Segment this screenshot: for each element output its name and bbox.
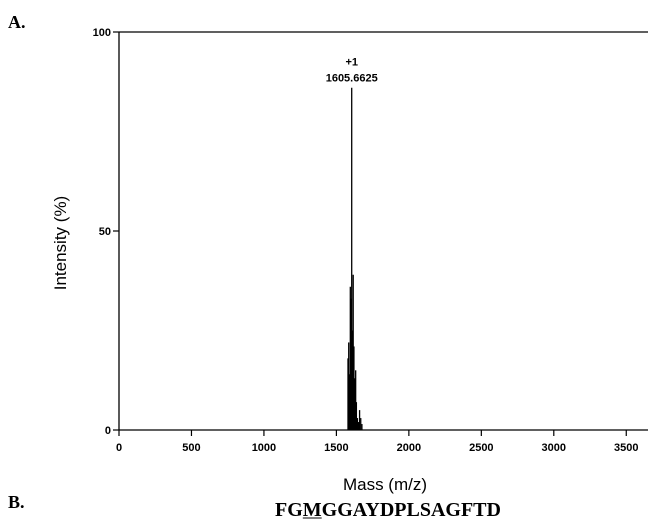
peak-annotation-label: +1 (345, 57, 358, 69)
panel-a-label: A. (8, 12, 26, 32)
x-ticks: 0 500 1000 1500 2000 2500 3000 3500 (116, 430, 639, 454)
y-tick-label: 100 (93, 27, 111, 39)
y-tick-label: 50 (99, 226, 111, 238)
peak-annotations: +1 1605.6625 (326, 57, 378, 85)
x-tick-label: 2000 (397, 442, 421, 454)
peptide-sequence: FGMGGAYDPLSAGFTD (275, 499, 501, 521)
y-tick-label: 0 (105, 425, 111, 437)
x-axis-title: Mass (m/z) (343, 475, 427, 494)
x-tick-label: 1500 (324, 442, 348, 454)
x-tick-label: 500 (182, 442, 200, 454)
spectrum-peaks (347, 87, 363, 430)
y-axis-title: Intensity (%) (51, 196, 70, 290)
peak-annotation-label: 1605.6625 (326, 73, 378, 85)
chart-axes (118, 31, 648, 431)
panel-b-label: B. (8, 492, 25, 512)
x-tick-label: 3000 (542, 442, 566, 454)
x-tick-label: 2500 (469, 442, 493, 454)
x-tick-label: 1000 (252, 442, 276, 454)
x-tick-label: 3500 (614, 442, 638, 454)
y-ticks: 0 50 100 (93, 27, 119, 437)
x-tick-label: 0 (116, 442, 122, 454)
